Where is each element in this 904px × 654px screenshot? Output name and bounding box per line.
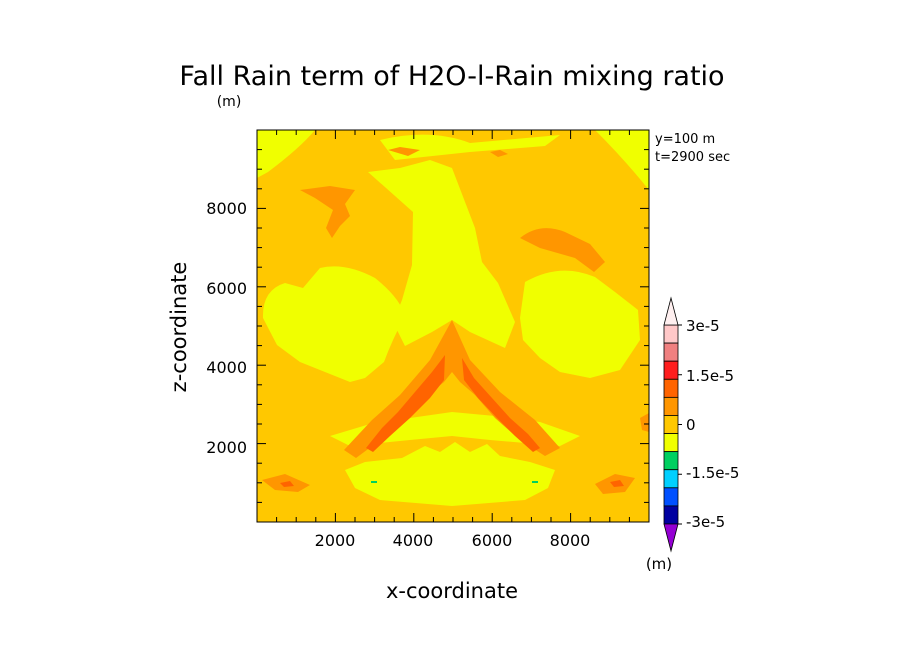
colorbar-swatch	[663, 360, 679, 380]
y-tick-labels: 2000 4000 6000 8000	[206, 199, 247, 457]
annotation-y: y=100 m	[655, 132, 715, 147]
x-axis-label: x-coordinate	[386, 579, 518, 603]
colorbar-swatch	[663, 396, 679, 416]
contour-bottom-left-core	[280, 481, 294, 487]
contour-upper-right-cell	[520, 228, 605, 272]
y-axis-label: z-coordinate	[167, 262, 191, 393]
chart-title: Fall Rain term of H2O-l-Rain mixing rati…	[179, 61, 724, 92]
contour-bottom-right-core	[610, 480, 624, 487]
contour-negative-regions	[257, 130, 649, 506]
colorbar-swatch	[663, 433, 679, 453]
colorbar-swatch	[663, 415, 679, 434]
contour-top-tiny-cell	[490, 150, 508, 157]
contour-left-arm-core	[366, 355, 445, 452]
contour-top-small-cell	[388, 147, 420, 156]
colorbar-labels: 3e-5 1.5e-5 0 -1.5e-5 -3e-5	[686, 317, 739, 531]
colorbar-label: -1.5e-5	[686, 464, 739, 482]
colorbar-min-arrow	[663, 523, 679, 553]
contour-upper-right-streak	[380, 134, 560, 160]
title-unit: (m)	[217, 94, 242, 110]
colorbar-swatch	[663, 324, 679, 344]
colorbar-label: 1.5e-5	[686, 367, 734, 385]
y-tick-label: 4000	[206, 358, 247, 377]
colorbar	[663, 296, 682, 553]
contour-green-speck-left	[371, 481, 377, 483]
y-tick-label: 2000	[206, 438, 247, 457]
contour-right-edge-cell	[640, 413, 649, 432]
y-tick-label: 6000	[206, 279, 247, 298]
contour-right-lobe	[520, 270, 640, 378]
x-tick-label: 2000	[315, 531, 356, 550]
x-tick-label: 6000	[472, 531, 513, 550]
contour-top-right-band	[595, 130, 649, 190]
contour-right-arm-core	[462, 358, 540, 452]
colorbar-label: 0	[686, 416, 696, 434]
colorbar-label: -3e-5	[686, 513, 725, 531]
colorbar-swatch	[663, 451, 679, 471]
contour-lower-center	[345, 442, 555, 506]
y-tick-label: 8000	[206, 199, 247, 218]
x-tick-labels: 2000 4000 6000 8000	[315, 531, 591, 550]
x-tick-label: 4000	[393, 531, 434, 550]
annotation-time: t=2900 sec	[655, 150, 730, 165]
colorbar-swatch	[663, 487, 679, 507]
plot-area	[257, 130, 649, 522]
colorbar-swatch	[663, 505, 679, 525]
contour-green-speck-right	[532, 481, 538, 483]
x-tick-label: 8000	[550, 531, 591, 550]
colorbar-swatch	[663, 378, 679, 398]
contour-left-lobe	[262, 266, 405, 382]
contour-strong-positive-regions	[280, 355, 624, 487]
axis-ticks	[257, 130, 649, 522]
colorbar-unit: (m)	[646, 555, 672, 573]
contour-central-column	[368, 160, 515, 348]
colorbar-swatch	[663, 469, 679, 489]
contour-top-left-band	[257, 130, 315, 178]
colorbar-swatch	[663, 342, 679, 362]
colorbar-label: 3e-5	[686, 317, 720, 335]
contour-upper-left-cell	[300, 186, 355, 238]
colorbar-max-arrow	[663, 296, 679, 326]
